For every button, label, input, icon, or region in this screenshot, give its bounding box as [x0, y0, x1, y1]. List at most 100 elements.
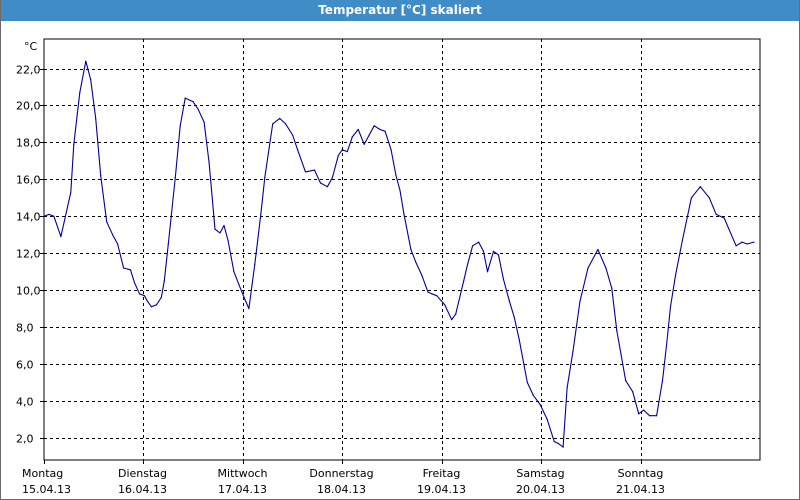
data-point [254, 263, 256, 265]
data-point [572, 350, 574, 352]
data-point [539, 404, 541, 406]
data-point [100, 175, 102, 177]
y-tick-label: 14,0 [16, 211, 41, 224]
data-point [715, 213, 717, 215]
y-axis: 2,0 4,0 6,0 8,0 10,0 12,0 14,0 16,0 18,0 20,0 22,0 [16, 64, 44, 446]
y-tick-label: 12,0 [16, 248, 41, 261]
data-point [661, 380, 664, 382]
data-point [532, 394, 534, 396]
temperature-chart: 2,0 4,0 6,0 8,0 10,0 12,0 14,0 16,0 18,0 20,0 22,0… [16, 38, 761, 496]
x-tick-day: Samstag [516, 467, 564, 480]
x-tick-date: 20.04.13 [516, 483, 565, 496]
data-point [497, 254, 500, 256]
data-point [395, 175, 397, 177]
data-point [431, 293, 433, 295]
y-tick-label: 10,0 [16, 285, 41, 298]
data-point [363, 143, 365, 145]
x-tick-day: Sonntag [618, 467, 664, 480]
data-point [179, 125, 181, 127]
data-point [223, 224, 225, 227]
data-point [518, 339, 520, 341]
data-point [313, 169, 316, 171]
data-point [427, 291, 429, 293]
y-tick-label: 4,0 [16, 396, 34, 409]
series-points [43, 60, 755, 448]
chart-title: Temperatur [°C] skaliert [1, 0, 799, 21]
data-point [669, 306, 672, 308]
data-point [455, 313, 457, 315]
data-point [90, 79, 92, 81]
data-point [233, 271, 235, 273]
data-point [708, 197, 710, 199]
data-point [227, 239, 229, 241]
data-point [60, 236, 62, 238]
data-point [123, 267, 125, 269]
data-point [410, 248, 412, 251]
data-point [508, 300, 510, 302]
data-point [203, 121, 205, 123]
data-point [611, 287, 613, 289]
data-point [174, 176, 176, 179]
data-point [160, 296, 162, 299]
data-point [546, 418, 548, 420]
y-tick-label: 20,0 [16, 100, 41, 113]
data-point [146, 300, 148, 302]
grid [44, 39, 760, 460]
data-point [117, 243, 119, 245]
y-tick-label: 2,0 [16, 433, 34, 446]
data-point [214, 228, 216, 230]
data-point [208, 162, 210, 164]
data-point [605, 267, 607, 269]
data-point [85, 60, 87, 62]
x-tick-date: 17.04.13 [218, 483, 267, 496]
data-point [197, 108, 199, 110]
y-tick-label: 22,0 [16, 64, 41, 77]
data-point [238, 284, 240, 286]
data-point [272, 123, 274, 125]
data-point [129, 269, 132, 271]
data-point [502, 278, 504, 280]
data-point [513, 317, 516, 319]
data-point [326, 186, 328, 188]
data-point [403, 213, 405, 215]
data-point [346, 151, 348, 153]
data-point [444, 304, 446, 306]
data-point [699, 186, 701, 188]
data-point [638, 413, 640, 415]
x-tick-date: 21.04.13 [616, 483, 665, 496]
x-axis: Montag 15.04.13 Dienstag 16.04.13 Mittwoch 17… [22, 460, 665, 496]
data-point [482, 250, 485, 252]
x-tick-date: 18.04.13 [317, 483, 366, 496]
data-point [384, 130, 386, 132]
data-point [486, 271, 489, 273]
data-point [163, 280, 165, 282]
data-point [681, 239, 684, 241]
data-point [106, 221, 108, 223]
data-point [566, 387, 568, 389]
data-point [436, 295, 438, 297]
data-point [557, 442, 559, 444]
data-point [526, 381, 528, 383]
data-point [260, 213, 262, 215]
data-point [625, 380, 627, 382]
plot-area [43, 38, 761, 461]
data-point [656, 415, 658, 417]
data-point [264, 176, 266, 179]
data-point [357, 128, 359, 131]
data-point [70, 191, 72, 193]
data-point [587, 267, 589, 269]
data-point [95, 117, 97, 119]
data-point [390, 149, 392, 151]
data-point [79, 91, 81, 94]
data-point [616, 330, 618, 332]
y-tick-label: 6,0 [16, 359, 34, 372]
data-point [143, 295, 145, 297]
data-point [415, 261, 417, 263]
x-tick-day: Mittwoch [218, 467, 268, 480]
data-point [492, 250, 495, 252]
data-point [463, 280, 465, 282]
data-point [331, 176, 333, 179]
data-point [150, 306, 152, 308]
data-point [138, 293, 141, 295]
